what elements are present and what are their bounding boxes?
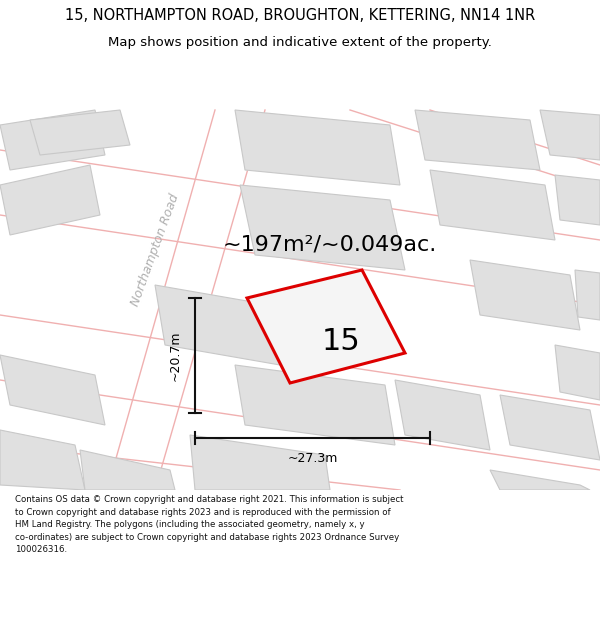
Text: ~20.7m: ~20.7m — [169, 330, 182, 381]
Text: Map shows position and indicative extent of the property.: Map shows position and indicative extent… — [108, 36, 492, 49]
Polygon shape — [240, 185, 405, 270]
Polygon shape — [235, 110, 400, 185]
Text: ~27.3m: ~27.3m — [287, 451, 338, 464]
Text: Contains OS data © Crown copyright and database right 2021. This information is : Contains OS data © Crown copyright and d… — [15, 496, 404, 554]
Polygon shape — [0, 165, 100, 235]
Polygon shape — [0, 110, 105, 170]
Polygon shape — [395, 380, 490, 450]
Polygon shape — [490, 470, 590, 490]
Polygon shape — [555, 345, 600, 400]
Polygon shape — [190, 435, 330, 490]
Text: 15: 15 — [322, 326, 361, 356]
Polygon shape — [80, 450, 175, 490]
Polygon shape — [0, 355, 105, 425]
Text: 15, NORTHAMPTON ROAD, BROUGHTON, KETTERING, NN14 1NR: 15, NORTHAMPTON ROAD, BROUGHTON, KETTERI… — [65, 8, 535, 23]
Polygon shape — [555, 175, 600, 225]
Polygon shape — [430, 170, 555, 240]
Polygon shape — [540, 110, 600, 160]
Text: ~197m²/~0.049ac.: ~197m²/~0.049ac. — [223, 235, 437, 255]
Polygon shape — [470, 260, 580, 330]
Polygon shape — [247, 270, 405, 383]
Polygon shape — [155, 285, 280, 365]
Polygon shape — [415, 110, 540, 170]
Polygon shape — [30, 110, 130, 155]
Polygon shape — [0, 430, 85, 490]
Polygon shape — [500, 395, 600, 460]
Polygon shape — [575, 270, 600, 320]
Text: Northampton Road: Northampton Road — [128, 192, 181, 308]
Polygon shape — [235, 365, 395, 445]
